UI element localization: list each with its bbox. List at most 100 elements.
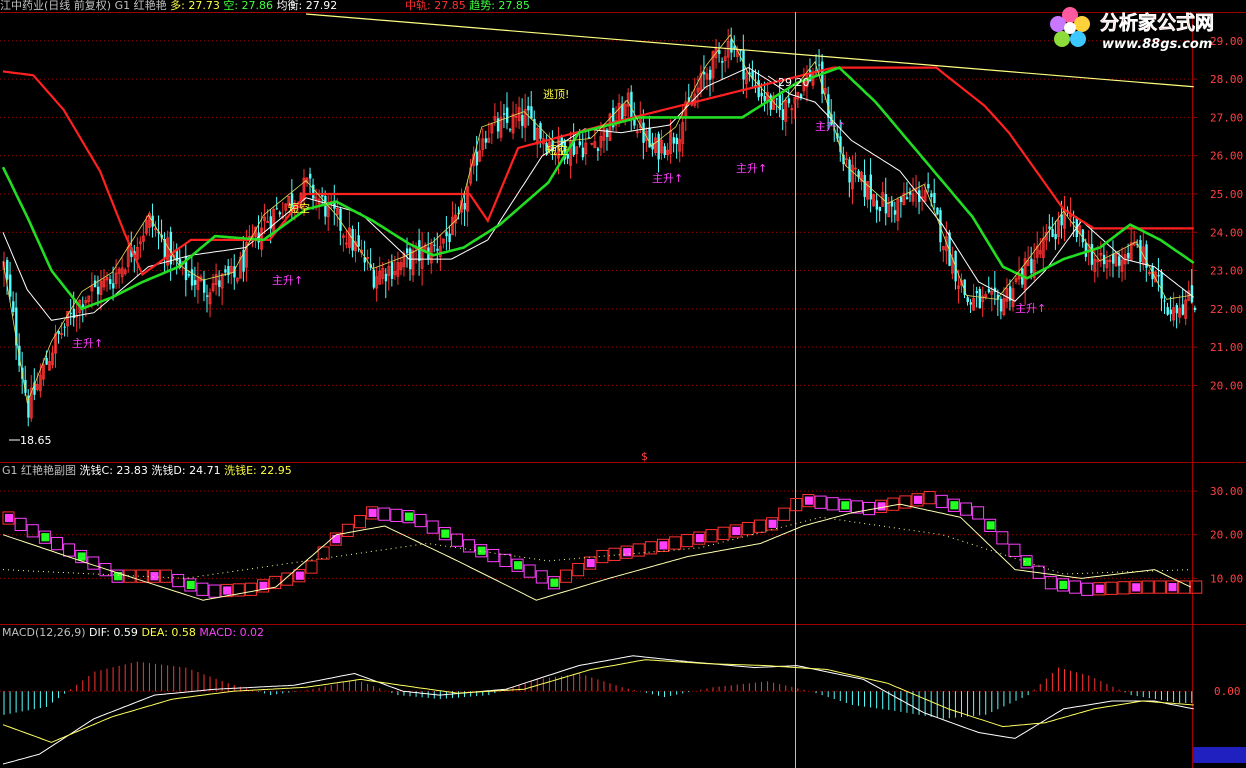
main-y-axis: 29.00 28.00 27.00 26.00 25.00 24.00 23.00 22.00…	[1192, 35, 1243, 392]
candle	[708, 66, 712, 97]
candle	[263, 203, 266, 235]
candle	[502, 103, 506, 128]
money-box	[329, 532, 342, 546]
money-box	[366, 506, 379, 520]
green-trend-line	[1, 66, 1195, 311]
candle	[818, 49, 821, 73]
candle	[521, 98, 524, 139]
candle	[896, 197, 900, 231]
candle	[208, 288, 212, 318]
money-box-fill	[150, 572, 159, 581]
candle	[505, 92, 509, 130]
candle	[29, 375, 33, 422]
candle	[199, 274, 203, 283]
svg-text:中轨: 27.85 趋势: 27.85: 中轨: 27.85 趋势: 27.85	[405, 0, 530, 12]
candle	[90, 272, 94, 309]
money-box	[923, 491, 936, 505]
candle	[1048, 214, 1051, 242]
candle	[475, 135, 479, 182]
candle	[1011, 281, 1015, 312]
candle	[563, 138, 566, 165]
candle	[1005, 278, 1009, 309]
candle	[57, 330, 60, 344]
dif-line	[2, 655, 1194, 765]
zhonggui-value: 中轨: 27.85	[405, 0, 466, 12]
candle	[678, 124, 682, 163]
candle	[651, 132, 654, 157]
money-box-fill	[732, 526, 741, 536]
money-box	[972, 506, 985, 520]
candle	[12, 291, 15, 316]
money-box	[753, 519, 766, 533]
money-box	[1069, 580, 1082, 594]
candle	[672, 132, 676, 153]
money-box-fill	[986, 521, 995, 530]
money-box	[232, 583, 245, 597]
candle	[27, 389, 30, 427]
candle	[999, 296, 1003, 320]
candle	[445, 216, 448, 251]
candle	[390, 254, 394, 287]
money-box-fill	[804, 496, 813, 505]
candle	[1096, 245, 1100, 278]
money-box	[244, 582, 257, 596]
candle	[1120, 247, 1124, 282]
candle	[608, 112, 612, 141]
candle	[333, 184, 336, 226]
sub-y-axis: 30.00 20.00 10.00	[1192, 485, 1243, 585]
money-box	[172, 573, 185, 588]
candle	[787, 86, 791, 108]
svg-text:G1 红艳艳副图 洗钱C: 23.83 洗钱D: 24.71: G1 红艳艳副图 洗钱C: 23.83 洗钱D: 24.71 洗钱E: 22.9…	[2, 463, 292, 477]
candle	[448, 225, 451, 251]
candle	[344, 230, 348, 249]
candle	[890, 195, 894, 223]
candle	[596, 146, 600, 161]
candle	[1169, 296, 1172, 322]
sub-header: G1 红艳艳副图 洗钱C: 23.83 洗钱D: 24.71 洗钱E: 22.9…	[2, 463, 292, 477]
candle	[533, 110, 536, 141]
candle	[238, 251, 242, 279]
money-box-fill	[295, 571, 304, 580]
candle	[206, 284, 209, 313]
dollar-marker: $	[641, 450, 648, 463]
candle	[384, 268, 388, 299]
money-box	[14, 517, 27, 532]
svg-text:MACD(12,26,9) DIF: 0.59 DEA: 0: MACD(12,26,9) DIF: 0.59 DEA: 0.58 MACD: …	[2, 626, 264, 639]
candle	[675, 133, 679, 159]
main-plot	[1, 13, 1197, 427]
money-box	[814, 495, 827, 509]
money-box	[402, 510, 415, 524]
money-box	[560, 569, 573, 583]
candle	[326, 195, 330, 231]
sub-e-value: 洗钱E: 22.95	[224, 463, 292, 477]
money-box	[996, 531, 1009, 545]
candle	[751, 60, 754, 89]
money-box-fill	[1168, 582, 1177, 592]
money-box	[717, 526, 730, 540]
candle	[899, 195, 903, 218]
sub-plot	[2, 491, 1203, 601]
candle	[372, 263, 376, 290]
candle	[941, 245, 945, 263]
candle	[748, 63, 751, 82]
money-box	[935, 494, 948, 509]
candle	[278, 210, 282, 218]
candle	[114, 259, 118, 289]
candle	[702, 55, 706, 89]
candle	[218, 270, 221, 297]
candle	[1008, 279, 1012, 311]
candle	[120, 257, 124, 284]
candle	[821, 53, 824, 104]
money-box	[487, 548, 500, 563]
candle	[193, 266, 197, 297]
money-box	[608, 547, 621, 561]
candle	[908, 187, 912, 203]
candle	[399, 257, 403, 276]
candle	[69, 299, 73, 326]
rise-signal-label: 主升↑	[736, 162, 767, 175]
candle	[887, 196, 891, 218]
candle	[481, 128, 485, 157]
macd-tick-label: 0.00	[1214, 685, 1241, 698]
money-box	[681, 533, 694, 548]
site-logo: 分析家公式网 www.88gs.com	[1050, 7, 1214, 52]
